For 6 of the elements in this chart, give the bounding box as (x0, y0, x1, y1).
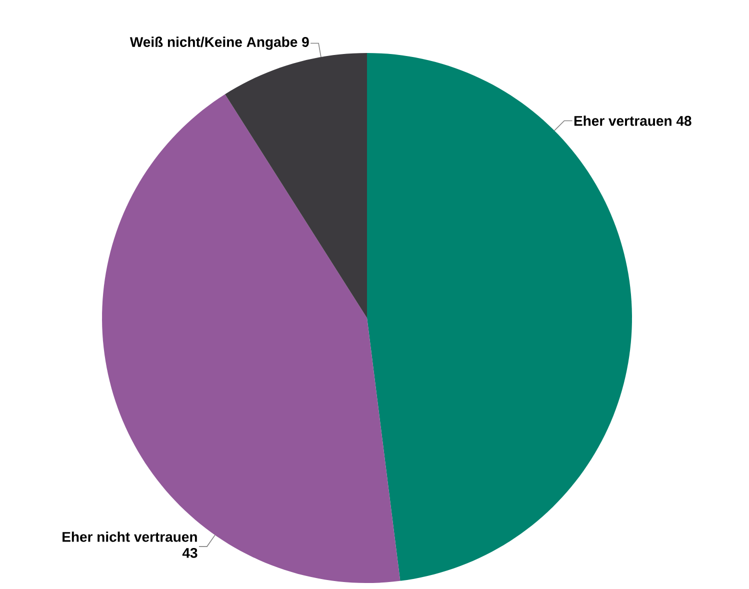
slice-label: Weiß nicht/Keine Angabe (130, 36, 298, 50)
data-label: 9 (302, 37, 309, 47)
data-label: 43 (182, 548, 198, 558)
slice-label: Eher nicht vertrauen (62, 532, 197, 542)
data-label: 48 (676, 116, 692, 126)
slice-label: Eher vertrauen (574, 116, 672, 126)
